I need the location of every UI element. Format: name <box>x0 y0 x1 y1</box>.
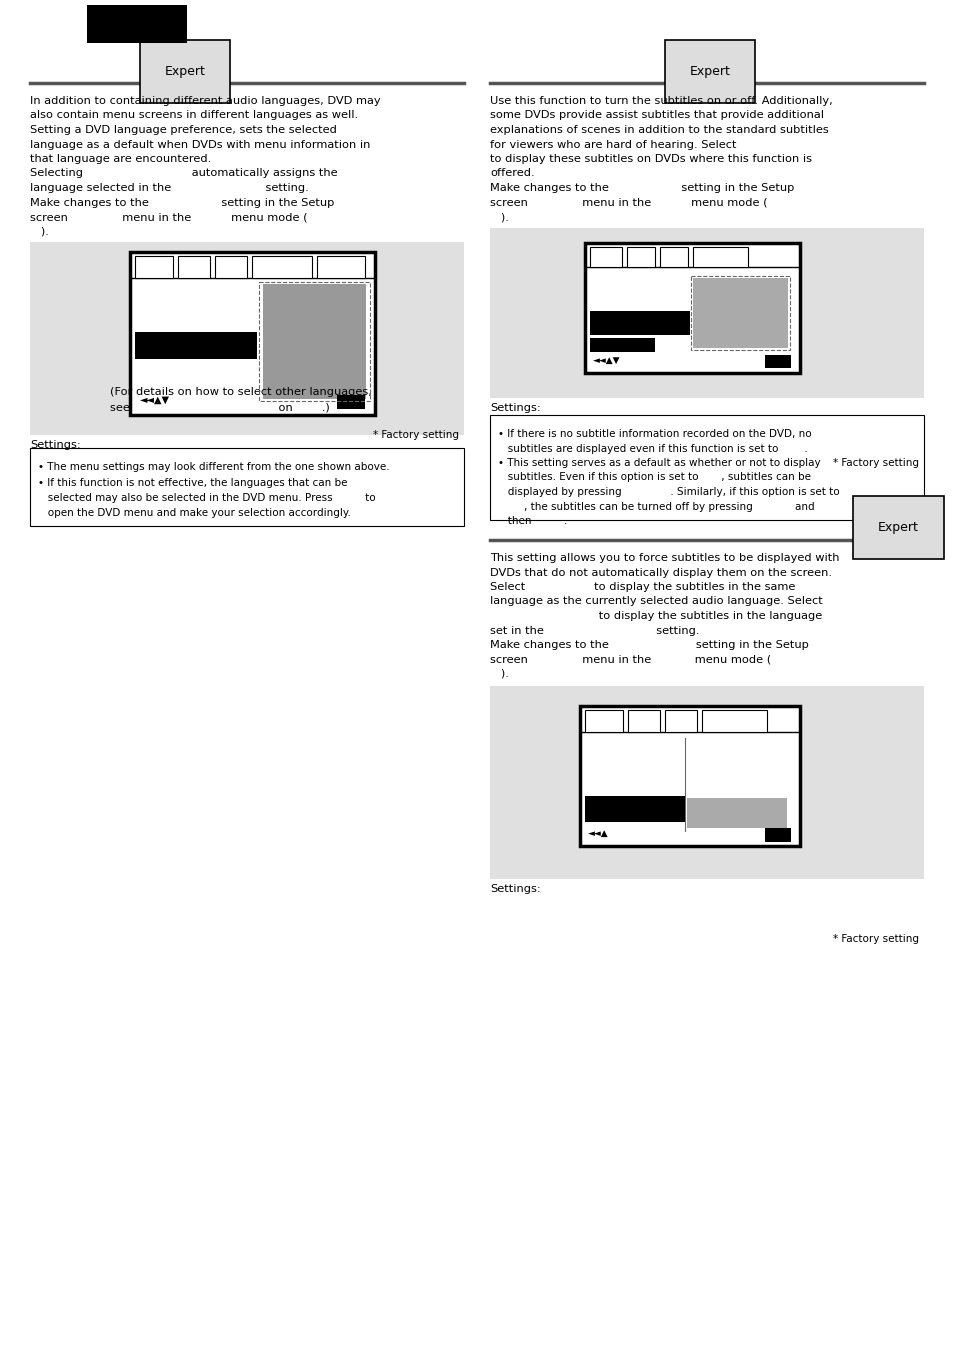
Bar <box>764 828 790 842</box>
Text: This setting allows you to force subtitles to be displayed with: This setting allows you to force subtitl… <box>490 553 839 563</box>
Text: ◄◄▲▼: ◄◄▲▼ <box>140 394 170 405</box>
Text: set in the                               setting.: set in the setting. <box>490 626 699 635</box>
Bar <box>686 798 786 828</box>
Bar <box>316 255 365 278</box>
Bar <box>214 255 247 278</box>
Text: see                                         on        .): see on .) <box>110 403 330 412</box>
Text: Select                   to display the subtitles in the same: Select to display the subtitles in the s… <box>490 582 795 592</box>
Text: Settings:: Settings: <box>490 403 540 413</box>
Text: Make changes to the                    setting in the Setup: Make changes to the setting in the Setup <box>490 182 794 193</box>
Bar <box>490 228 923 399</box>
Bar <box>589 247 621 267</box>
Text: • This setting serves as a default as whether or not to display: • This setting serves as a default as wh… <box>497 458 820 467</box>
Text: Make changes to the                    setting in the Setup: Make changes to the setting in the Setup <box>30 197 334 208</box>
Text: Settings:: Settings: <box>30 440 81 450</box>
Bar <box>659 247 687 267</box>
Text: explanations of scenes in addition to the standard subtitles: explanations of scenes in addition to th… <box>490 126 828 135</box>
Bar <box>263 284 366 399</box>
Bar <box>584 796 684 821</box>
Text: to display the subtitles in the language: to display the subtitles in the language <box>490 611 821 621</box>
Text: Settings:: Settings: <box>490 884 540 894</box>
Bar <box>87 5 187 43</box>
Text: Use this function to turn the subtitles on or off. Additionally,: Use this function to turn the subtitles … <box>490 96 832 105</box>
Text: Expert: Expert <box>877 521 918 534</box>
Bar <box>692 278 787 349</box>
Text: screen               menu in the           menu mode (: screen menu in the menu mode ( <box>30 212 307 222</box>
Bar <box>490 415 923 520</box>
Bar <box>584 711 622 732</box>
Text: displayed by pressing               . Similarly, if this option is set to: displayed by pressing . Similarly, if th… <box>497 486 839 497</box>
Text: DVDs that do not automatically display them on the screen.: DVDs that do not automatically display t… <box>490 567 831 577</box>
Text: then          .: then . <box>497 516 567 526</box>
Text: to display these subtitles on DVDs where this function is: to display these subtitles on DVDs where… <box>490 154 811 163</box>
Bar <box>626 247 655 267</box>
Bar <box>490 686 923 880</box>
Text: language as a default when DVDs with menu information in: language as a default when DVDs with men… <box>30 139 370 150</box>
Text: Selecting                              automatically assigns the: Selecting automatically assigns the <box>30 169 337 178</box>
Bar <box>664 711 697 732</box>
Text: ).: ). <box>490 212 508 222</box>
Text: • The menu settings may look different from the one shown above.: • The menu settings may look different f… <box>38 462 389 471</box>
Bar <box>336 394 365 409</box>
Text: open the DVD menu and make your selection accordingly.: open the DVD menu and make your selectio… <box>38 508 351 519</box>
Text: subtitles. Even if this option is set to       , subtitles can be: subtitles. Even if this option is set to… <box>497 473 810 482</box>
Text: * Factory setting: * Factory setting <box>832 458 918 467</box>
Bar <box>135 332 256 359</box>
Text: Make changes to the                        setting in the Setup: Make changes to the setting in the Setup <box>490 640 808 650</box>
Bar <box>135 255 172 278</box>
Text: screen               menu in the            menu mode (: screen menu in the menu mode ( <box>490 654 770 665</box>
Bar <box>30 449 463 526</box>
Bar <box>701 711 766 732</box>
Text: , the subtitles can be turned off by pressing             and: , the subtitles can be turned off by pre… <box>497 501 814 512</box>
Text: that language are encountered.: that language are encountered. <box>30 154 211 163</box>
Text: some DVDs provide assist subtitles that provide additional: some DVDs provide assist subtitles that … <box>490 111 823 120</box>
Text: screen               menu in the           menu mode (: screen menu in the menu mode ( <box>490 197 767 208</box>
Text: Expert: Expert <box>689 65 730 78</box>
Text: language as the currently selected audio language. Select: language as the currently selected audio… <box>490 597 821 607</box>
Bar <box>584 243 800 373</box>
Text: * Factory setting: * Factory setting <box>373 430 458 440</box>
Text: ).: ). <box>30 227 49 236</box>
Bar <box>252 255 312 278</box>
Text: Setting a DVD language preference, sets the selected: Setting a DVD language preference, sets … <box>30 126 336 135</box>
Bar <box>258 282 370 401</box>
Text: Expert: Expert <box>164 65 205 78</box>
Text: offered.: offered. <box>490 169 534 178</box>
Text: language selected in the                          setting.: language selected in the setting. <box>30 182 309 193</box>
Text: subtitles are displayed even if this function is set to        .: subtitles are displayed even if this fun… <box>497 443 807 454</box>
Text: (For details on how to select other languages,: (For details on how to select other lang… <box>110 386 372 397</box>
Bar <box>579 707 800 846</box>
Bar <box>30 242 463 435</box>
Bar <box>589 311 689 335</box>
Bar <box>764 355 790 367</box>
Bar <box>627 711 659 732</box>
Text: also contain menu screens in different languages as well.: also contain menu screens in different l… <box>30 111 357 120</box>
Bar <box>690 276 789 350</box>
Text: In addition to containing different audio languages, DVD may: In addition to containing different audi… <box>30 96 380 105</box>
Text: ◄◄▲▼: ◄◄▲▼ <box>593 357 619 365</box>
Text: for viewers who are hard of hearing. Select: for viewers who are hard of hearing. Sel… <box>490 139 736 150</box>
Text: * Factory setting: * Factory setting <box>832 934 918 944</box>
Text: • If this function is not effective, the languages that can be: • If this function is not effective, the… <box>38 477 347 488</box>
Bar <box>589 338 655 353</box>
Bar <box>692 247 747 267</box>
Text: selected may also be selected in the DVD menu. Press          to: selected may also be selected in the DVD… <box>38 493 375 503</box>
Text: ).: ). <box>490 669 508 680</box>
Text: ◄◄▲: ◄◄▲ <box>587 830 608 838</box>
Text: • If there is no subtitle information recorded on the DVD, no: • If there is no subtitle information re… <box>497 430 811 439</box>
Bar <box>178 255 210 278</box>
Bar <box>130 253 375 415</box>
